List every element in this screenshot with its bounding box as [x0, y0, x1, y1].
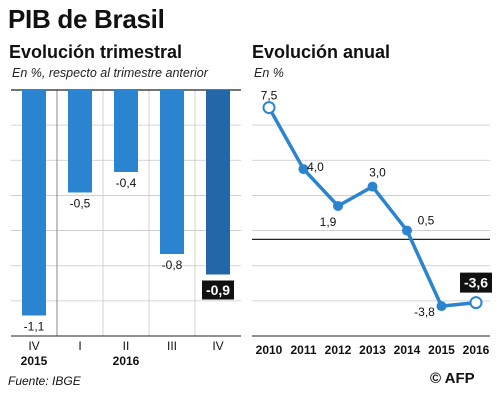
annual-chart-subtitle: En % — [254, 66, 284, 80]
line-point — [367, 181, 378, 192]
bar-year-label: 2016 — [113, 354, 140, 368]
bar-value-label: -0,9 — [206, 282, 230, 298]
line-year-label: 2010 — [256, 343, 283, 357]
line-year-label: 2011 — [290, 343, 316, 357]
bar — [160, 90, 184, 254]
bar-value-label: -0,5 — [70, 197, 91, 211]
line-point — [333, 200, 343, 211]
line-year-label: 2013 — [359, 343, 386, 357]
bar-category-label: I — [78, 339, 81, 353]
line-point — [402, 225, 412, 236]
line-point — [298, 164, 309, 175]
line-value-label: -3,8 — [414, 305, 435, 319]
bar-value-label: -0,8 — [162, 258, 183, 272]
main-title: PIB de Brasil — [8, 4, 165, 34]
bar-category-label: III — [167, 339, 177, 353]
line-point — [469, 296, 483, 310]
bar — [114, 90, 138, 172]
source-note: Fuente: IBGE — [8, 374, 81, 388]
annual-chart-title: Evolución anual — [252, 42, 391, 62]
bar — [206, 90, 230, 275]
line-value-label: 7,5 — [261, 89, 278, 103]
quarterly-chart-title: Evolución trimestral — [9, 42, 183, 62]
line-value-label: 4,0 — [307, 160, 324, 174]
bar — [22, 90, 46, 316]
line-point — [262, 101, 276, 115]
line-year-label: 2016 — [463, 343, 490, 357]
line-value-label: 3,0 — [369, 166, 386, 180]
line-year-label: 2012 — [325, 343, 352, 357]
bar — [68, 90, 92, 193]
bar-year-label: 2015 — [21, 354, 48, 368]
bar-value-label: -0,4 — [116, 176, 137, 190]
line-highlight-label-bg — [460, 272, 492, 293]
line-value-label: 1,9 — [320, 215, 337, 229]
bar-highlight-label-bg — [202, 280, 234, 300]
afp-logo: © AFP — [430, 370, 475, 387]
line-series — [267, 106, 477, 308]
bar-category-label: IV — [212, 339, 223, 353]
line-value-label: -3,6 — [464, 275, 488, 291]
bar-category-label: IV — [28, 339, 39, 353]
quarterly-chart-subtitle: En %, respecto al trimestre anterior — [12, 66, 208, 80]
bar-value-label: -1,1 — [24, 320, 45, 334]
line-year-label: 2015 — [428, 343, 455, 357]
bar-category-label: II — [123, 339, 130, 353]
line-year-label: 2014 — [394, 343, 421, 357]
line-point — [436, 301, 447, 312]
line-value-label: 0,5 — [418, 214, 435, 228]
